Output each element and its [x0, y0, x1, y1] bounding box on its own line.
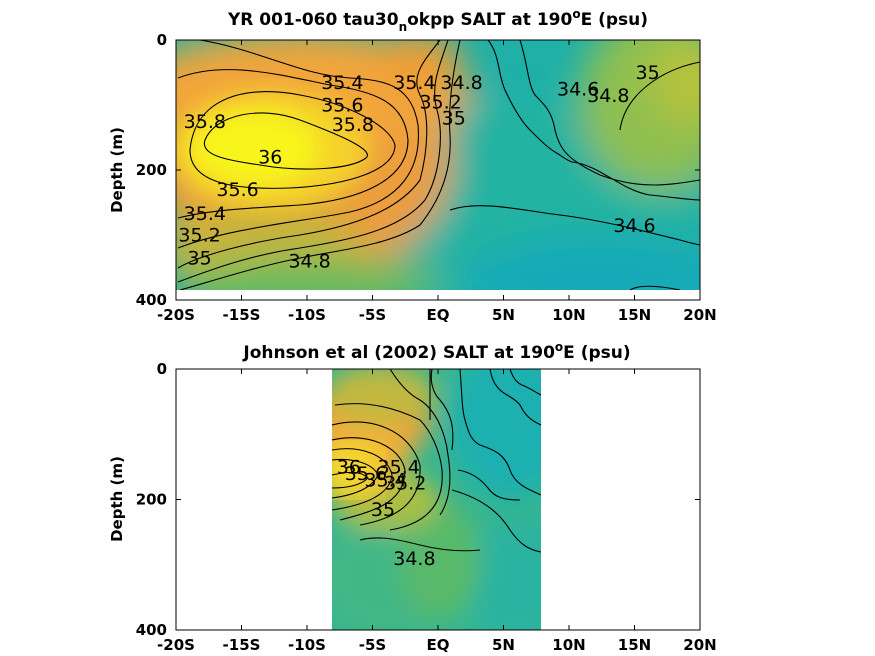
contour-label: 35: [371, 499, 395, 521]
y-tick-label: 0: [157, 360, 167, 378]
contour-label: 34.8: [440, 72, 482, 94]
contour-label: 35.6: [321, 95, 363, 117]
contour-label: 35.8: [332, 114, 374, 136]
contour-34.6: [459, 369, 541, 496]
panel-2-salinity-field: [332, 369, 541, 630]
contour-label: 35: [636, 62, 660, 84]
y-tick-label: 400: [136, 621, 167, 639]
contour-35.6: [177, 69, 409, 219]
y-tick-label: 0: [157, 31, 167, 49]
panel-1-y-ticks: 0 200 400: [136, 31, 700, 309]
x-tick-label: -5S: [359, 306, 386, 324]
panel-2-contours: [332, 369, 541, 553]
x-tick-label: 5N: [492, 636, 515, 654]
contour-35.2: [332, 421, 421, 526]
contour-35.6: [332, 448, 393, 511]
contour-34.6-b: [489, 369, 541, 426]
contour-35.2: [177, 40, 441, 269]
contour-label: 34.8: [587, 85, 629, 107]
contour-36: [203, 112, 368, 170]
x-tick-label: -20S: [157, 636, 195, 654]
contour-label: 36: [337, 456, 361, 478]
x-tick-label: 20N: [683, 306, 716, 324]
panel-1-contours: [177, 40, 700, 290]
x-tick-label: -10S: [288, 636, 326, 654]
contour-34.8: [179, 40, 461, 290]
contour-35.4: [332, 437, 406, 521]
panel-2-ylabel: Depth (m): [108, 456, 126, 542]
x-tick-label: -5S: [359, 636, 386, 654]
contour-35-north: [334, 403, 443, 531]
x-tick-label: -20S: [157, 306, 195, 324]
x-tick-label: 5N: [492, 306, 515, 324]
contour-34.8-east: [519, 40, 700, 186]
y-tick-label: 200: [136, 491, 167, 509]
panel-1-x-ticks: -20S -15S -10S -5S EQ 5N 10N 15N 20N: [157, 40, 717, 324]
x-tick-label: -15S: [223, 636, 261, 654]
panel-2-x-ticks: -20S -15S -10S -5S EQ 5N 10N 15N 20N: [157, 369, 717, 654]
contour-34.8-c: [509, 369, 541, 396]
contour-35: [177, 40, 449, 283]
contour-34.6: [487, 40, 700, 201]
contour-label: 34.6: [613, 215, 655, 237]
panel-2-y-ticks: 0 200 400: [136, 360, 700, 639]
contour-label: 35.4: [393, 72, 435, 94]
contour-34.6-south: [449, 205, 700, 246]
contour-34.6-d: [451, 489, 541, 553]
contour-label: 34.8: [288, 251, 330, 273]
contour-label: 34.6: [557, 78, 599, 100]
x-tick-label: 10N: [552, 306, 585, 324]
panel-1-salinity-field: [176, 40, 700, 290]
contour-label: 35.4: [378, 456, 420, 478]
contour-label: 35.4: [184, 203, 226, 225]
contour-35-channel: [430, 369, 454, 451]
contour-label: 35.2: [178, 225, 220, 247]
panel-1-ylabel: Depth (m): [108, 127, 126, 213]
contour-34.8-d: [457, 469, 521, 501]
panel-2: Johnson et al (2002) SALT at 190oE (psu): [108, 340, 717, 654]
x-tick-label: -10S: [288, 306, 326, 324]
x-tick-label: 20N: [683, 636, 716, 654]
panel-2-title: Johnson et al (2002) SALT at 190oE (psu): [242, 340, 630, 363]
y-tick-label: 400: [136, 291, 167, 309]
x-tick-label: EQ: [427, 306, 450, 324]
contour-label: 35.6: [216, 179, 258, 201]
contour-34.6-bottom: [629, 285, 681, 290]
contour-label: 34.8: [393, 548, 435, 570]
contour-label: 35.2: [419, 91, 461, 113]
contour-label: 35.6: [345, 463, 387, 485]
contour-35.4: [177, 40, 420, 249]
contour-label: 35.4: [364, 469, 406, 491]
contour-label: 35: [442, 108, 466, 130]
contour-35.8: [332, 458, 379, 499]
contour-label: 35.2: [384, 473, 426, 495]
contour-36: [332, 471, 369, 489]
x-tick-label: 15N: [618, 636, 651, 654]
panel-1-title: YR 001-060 tau30nokpp SALT at 190oE (psu…: [227, 7, 648, 34]
contour-label: 36: [258, 147, 282, 169]
contour-34.8: [359, 537, 481, 552]
contour-label: 35: [187, 247, 211, 269]
contour-35-east: [619, 61, 700, 131]
y-tick-label: 200: [136, 161, 167, 179]
x-tick-label: -15S: [223, 306, 261, 324]
panel-1: YR 001-060 tau30nokpp SALT at 190oE (psu…: [108, 7, 717, 324]
contour-34.8-north: [389, 369, 451, 516]
x-tick-label: EQ: [427, 636, 450, 654]
x-tick-label: 10N: [552, 636, 585, 654]
contour-label: 35.8: [184, 111, 226, 133]
contour-35.8: [189, 91, 396, 189]
contour-label: 35.4: [321, 72, 363, 94]
x-tick-label: 15N: [618, 306, 651, 324]
